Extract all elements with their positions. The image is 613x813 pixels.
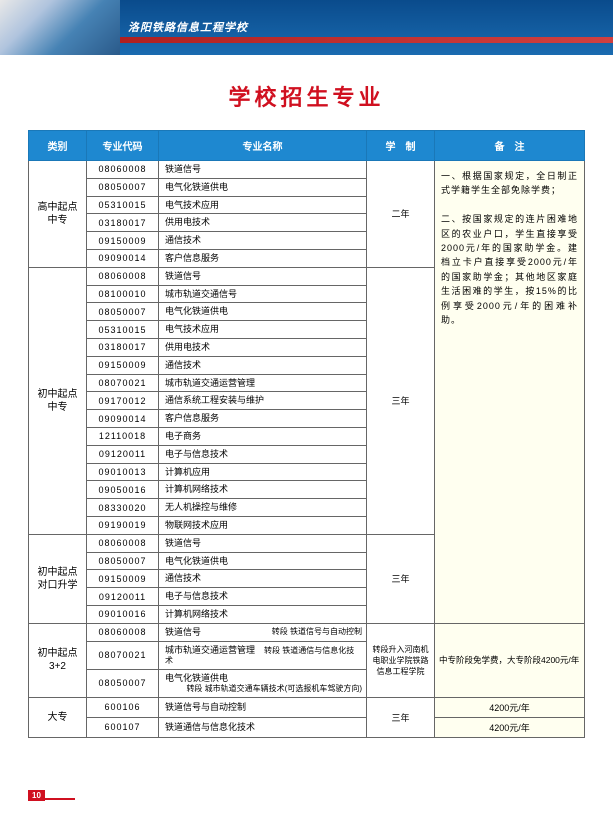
table-cell: 08060008 bbox=[87, 161, 159, 179]
table-cell: 600107 bbox=[87, 717, 159, 737]
table-cell: 09170012 bbox=[87, 392, 159, 410]
table-cell: 电气化铁道供电 bbox=[159, 303, 367, 321]
table-cell: 09150009 bbox=[87, 356, 159, 374]
cat2-duration: 三年 bbox=[367, 267, 435, 534]
table-cell: 供用电技术 bbox=[159, 338, 367, 356]
notes-cell: 一、根据国家规定，全日制正式学籍学生全部免除学费； 二、按国家规定的连片困难地区… bbox=[435, 161, 585, 624]
th-code: 专业代码 bbox=[87, 131, 159, 161]
table-cell: 08050007 bbox=[87, 552, 159, 570]
table-cell: 无人机操控与维修 bbox=[159, 499, 367, 517]
table-cell: 通信技术 bbox=[159, 356, 367, 374]
th-category: 类别 bbox=[29, 131, 87, 161]
table-cell: 电子商务 bbox=[159, 427, 367, 445]
table-cell: 09010016 bbox=[87, 605, 159, 623]
table-cell: 物联网技术应用 bbox=[159, 516, 367, 534]
cat1-duration: 二年 bbox=[367, 161, 435, 268]
table-cell: 客户信息服务 bbox=[159, 410, 367, 428]
table-cell: 通信技术 bbox=[159, 232, 367, 250]
table-cell: 电气技术应用 bbox=[159, 321, 367, 339]
table-cell: 电气化铁道供电 bbox=[159, 178, 367, 196]
banner-train-image bbox=[0, 0, 120, 55]
table-cell: 通信系统工程安装与维护 bbox=[159, 392, 367, 410]
table-cell: 09010013 bbox=[87, 463, 159, 481]
table-cell: 客户信息服务 bbox=[159, 249, 367, 267]
th-duration: 学 制 bbox=[367, 131, 435, 161]
table-cell: 08070021 bbox=[87, 641, 159, 670]
notes-32: 中专阶段免学费，大专阶段4200元/年 bbox=[435, 623, 585, 697]
table-cell: 05310015 bbox=[87, 321, 159, 339]
table-cell: 计算机应用 bbox=[159, 463, 367, 481]
banner-stripe bbox=[120, 37, 613, 43]
fee-cell: 4200元/年 bbox=[435, 697, 585, 717]
table-cell: 电子与信息技术 bbox=[159, 588, 367, 606]
cat5-duration: 三年 bbox=[367, 697, 435, 737]
table-cell: 08050007 bbox=[87, 670, 159, 697]
top-banner: 洛阳铁路信息工程学校 bbox=[0, 0, 613, 55]
table-cell: 铁道通信与信息化技术 bbox=[159, 717, 367, 737]
table-cell: 铁道信号与自动控制 bbox=[159, 697, 367, 717]
cat2-label: 初中起点中专 bbox=[29, 267, 87, 534]
table-cell: 600106 bbox=[87, 697, 159, 717]
table-cell: 铁道信号 bbox=[159, 267, 367, 285]
table-cell: 08060008 bbox=[87, 534, 159, 552]
table-cell: 09050016 bbox=[87, 481, 159, 499]
table-cell: 03180017 bbox=[87, 214, 159, 232]
table-cell: 铁道信号 bbox=[159, 161, 367, 179]
table-cell: 09150009 bbox=[87, 570, 159, 588]
page-number: 10 bbox=[28, 790, 75, 801]
cat3-label: 初中起点对口升学 bbox=[29, 534, 87, 623]
table-cell: 12110018 bbox=[87, 427, 159, 445]
table-cell: 03180017 bbox=[87, 338, 159, 356]
table-cell: 09090014 bbox=[87, 249, 159, 267]
table-cell: 08060008 bbox=[87, 267, 159, 285]
table-cell: 铁道信号 bbox=[159, 534, 367, 552]
table-cell: 08070021 bbox=[87, 374, 159, 392]
table-cell: 08330020 bbox=[87, 499, 159, 517]
th-notes: 备 注 bbox=[435, 131, 585, 161]
school-name: 洛阳铁路信息工程学校 bbox=[128, 19, 248, 35]
table-cell: 供用电技术 bbox=[159, 214, 367, 232]
table-cell: 05310015 bbox=[87, 196, 159, 214]
cat4-duration: 转段升入河南机电职业学院铁路信息工程学院 bbox=[367, 623, 435, 697]
table-cell: 城市轨道交通信号 bbox=[159, 285, 367, 303]
table-cell: 通信技术 bbox=[159, 570, 367, 588]
table-cell: 08050007 bbox=[87, 303, 159, 321]
page-title: 学校招生专业 bbox=[0, 80, 613, 112]
table-cell: 09090014 bbox=[87, 410, 159, 428]
table-cell: 09190019 bbox=[87, 516, 159, 534]
cat3-duration: 三年 bbox=[367, 534, 435, 623]
th-name: 专业名称 bbox=[159, 131, 367, 161]
table-cell: 09150009 bbox=[87, 232, 159, 250]
cat4-label: 初中起点3+2 bbox=[29, 623, 87, 697]
table-cell: 09120011 bbox=[87, 445, 159, 463]
table-cell: 城市轨道交通运营管理 转段 铁道通信与信息化技术 bbox=[159, 641, 367, 670]
table-cell: 08050007 bbox=[87, 178, 159, 196]
table-cell: 09120011 bbox=[87, 588, 159, 606]
cat1-label: 高中起点中专 bbox=[29, 161, 87, 268]
table-cell: 电子与信息技术 bbox=[159, 445, 367, 463]
table-cell: 电气技术应用 bbox=[159, 196, 367, 214]
table-cell: 08100010 bbox=[87, 285, 159, 303]
table-cell: 城市轨道交通运营管理 bbox=[159, 374, 367, 392]
table-cell: 计算机网络技术 bbox=[159, 605, 367, 623]
cat5-label: 大专 bbox=[29, 697, 87, 737]
table-cell: 电气化铁道供电 bbox=[159, 552, 367, 570]
majors-table: 类别 专业代码 专业名称 学 制 备 注 高中起点中专 08060008 铁道信… bbox=[28, 130, 585, 738]
fee-cell: 4200元/年 bbox=[435, 717, 585, 737]
table-cell: 计算机网络技术 bbox=[159, 481, 367, 499]
table-cell: 08060008 bbox=[87, 623, 159, 641]
table-cell: 电气化铁道供电转段 城市轨道交通车辆技术(可选报机车驾驶方向) bbox=[159, 670, 367, 697]
table-cell: 铁道信号转段 铁道信号与自动控制 bbox=[159, 623, 367, 641]
